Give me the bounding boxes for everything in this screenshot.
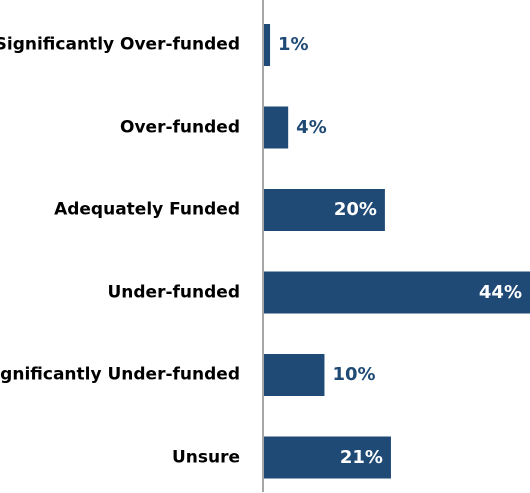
category-label: Significantly Over-funded — [0, 34, 240, 55]
bar — [264, 24, 271, 66]
category-label: Over-funded — [120, 117, 240, 137]
value-label: 21% — [339, 446, 383, 468]
bar — [264, 189, 385, 231]
value-label: 4% — [296, 116, 327, 138]
category-label: Significantly Under-funded — [0, 364, 240, 385]
value-label: 1% — [278, 34, 309, 55]
value-label: 20% — [333, 199, 377, 220]
value-label: 10% — [332, 364, 376, 385]
value-label: 44% — [478, 281, 522, 303]
bar — [264, 106, 289, 149]
category-label: Adequately Funded — [54, 199, 240, 220]
bar — [264, 354, 325, 396]
category-label: Under-funded — [107, 282, 240, 302]
category-label: Unsure — [171, 447, 240, 467]
bar — [264, 271, 530, 314]
bar — [264, 436, 391, 479]
